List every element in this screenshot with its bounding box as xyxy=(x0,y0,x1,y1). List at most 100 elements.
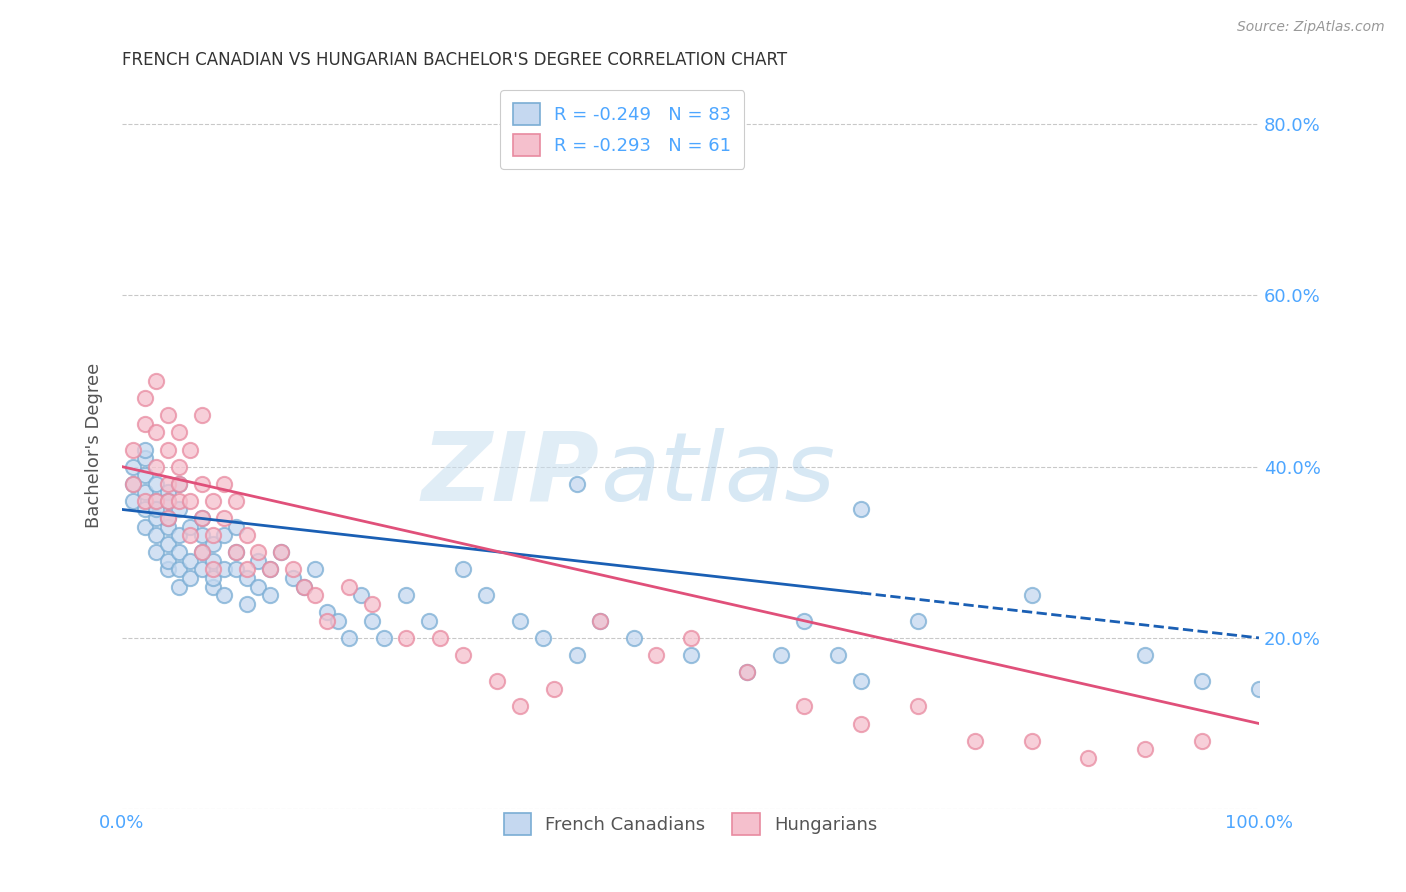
Point xyxy=(350,588,373,602)
Point xyxy=(292,580,315,594)
Point xyxy=(214,476,236,491)
Point xyxy=(737,665,759,680)
Point xyxy=(201,537,224,551)
Point xyxy=(827,648,849,662)
Point xyxy=(1191,733,1213,747)
Point xyxy=(315,614,337,628)
Point xyxy=(214,528,236,542)
Point xyxy=(156,476,179,491)
Point xyxy=(214,562,236,576)
Point xyxy=(156,494,179,508)
Legend: French Canadians, Hungarians: French Canadians, Hungarians xyxy=(495,804,886,844)
Point xyxy=(543,682,565,697)
Point xyxy=(236,597,259,611)
Point xyxy=(531,631,554,645)
Point xyxy=(770,648,793,662)
Point xyxy=(236,528,259,542)
Point xyxy=(737,665,759,680)
Point xyxy=(134,485,156,500)
Point xyxy=(156,442,179,457)
Point xyxy=(167,502,190,516)
Point xyxy=(963,733,986,747)
Point xyxy=(1135,742,1157,756)
Point xyxy=(122,476,145,491)
Point xyxy=(225,562,247,576)
Point xyxy=(679,631,702,645)
Point xyxy=(214,588,236,602)
Point xyxy=(486,673,509,688)
Point xyxy=(418,614,440,628)
Point xyxy=(451,562,474,576)
Point xyxy=(225,545,247,559)
Text: ZIP: ZIP xyxy=(422,428,599,521)
Point xyxy=(247,580,270,594)
Point xyxy=(1021,588,1043,602)
Point xyxy=(247,545,270,559)
Point xyxy=(304,562,326,576)
Point xyxy=(134,468,156,483)
Point xyxy=(145,476,167,491)
Point xyxy=(326,614,349,628)
Point xyxy=(167,459,190,474)
Point xyxy=(167,580,190,594)
Point xyxy=(214,511,236,525)
Point xyxy=(201,562,224,576)
Point xyxy=(190,511,212,525)
Point xyxy=(167,528,190,542)
Point xyxy=(156,519,179,533)
Point xyxy=(156,409,179,423)
Point xyxy=(156,511,179,525)
Point xyxy=(292,580,315,594)
Point xyxy=(190,545,212,559)
Point xyxy=(190,511,212,525)
Point xyxy=(156,554,179,568)
Point xyxy=(190,545,212,559)
Point xyxy=(849,673,872,688)
Point xyxy=(259,562,281,576)
Point xyxy=(122,494,145,508)
Point xyxy=(509,614,531,628)
Point xyxy=(179,519,201,533)
Point xyxy=(122,442,145,457)
Point xyxy=(145,494,167,508)
Point xyxy=(1077,751,1099,765)
Point xyxy=(1247,682,1270,697)
Point xyxy=(190,409,212,423)
Point xyxy=(315,605,337,619)
Point xyxy=(259,562,281,576)
Point xyxy=(395,631,418,645)
Point xyxy=(134,451,156,466)
Point xyxy=(395,588,418,602)
Point xyxy=(134,519,156,533)
Point xyxy=(565,648,588,662)
Point xyxy=(145,502,167,516)
Point xyxy=(907,614,929,628)
Point xyxy=(156,494,179,508)
Point xyxy=(849,502,872,516)
Point xyxy=(588,614,610,628)
Point xyxy=(167,545,190,559)
Point xyxy=(201,528,224,542)
Point xyxy=(225,494,247,508)
Point xyxy=(179,571,201,585)
Point xyxy=(122,459,145,474)
Point xyxy=(236,571,259,585)
Point xyxy=(156,485,179,500)
Point xyxy=(270,545,292,559)
Point xyxy=(623,631,645,645)
Point xyxy=(793,614,815,628)
Point xyxy=(179,494,201,508)
Point xyxy=(1021,733,1043,747)
Point xyxy=(270,545,292,559)
Text: atlas: atlas xyxy=(599,428,835,521)
Point xyxy=(167,425,190,440)
Point xyxy=(145,494,167,508)
Point xyxy=(373,631,395,645)
Point xyxy=(134,391,156,405)
Point xyxy=(1191,673,1213,688)
Point xyxy=(236,562,259,576)
Point xyxy=(509,699,531,714)
Point xyxy=(451,648,474,662)
Point xyxy=(190,476,212,491)
Point xyxy=(167,476,190,491)
